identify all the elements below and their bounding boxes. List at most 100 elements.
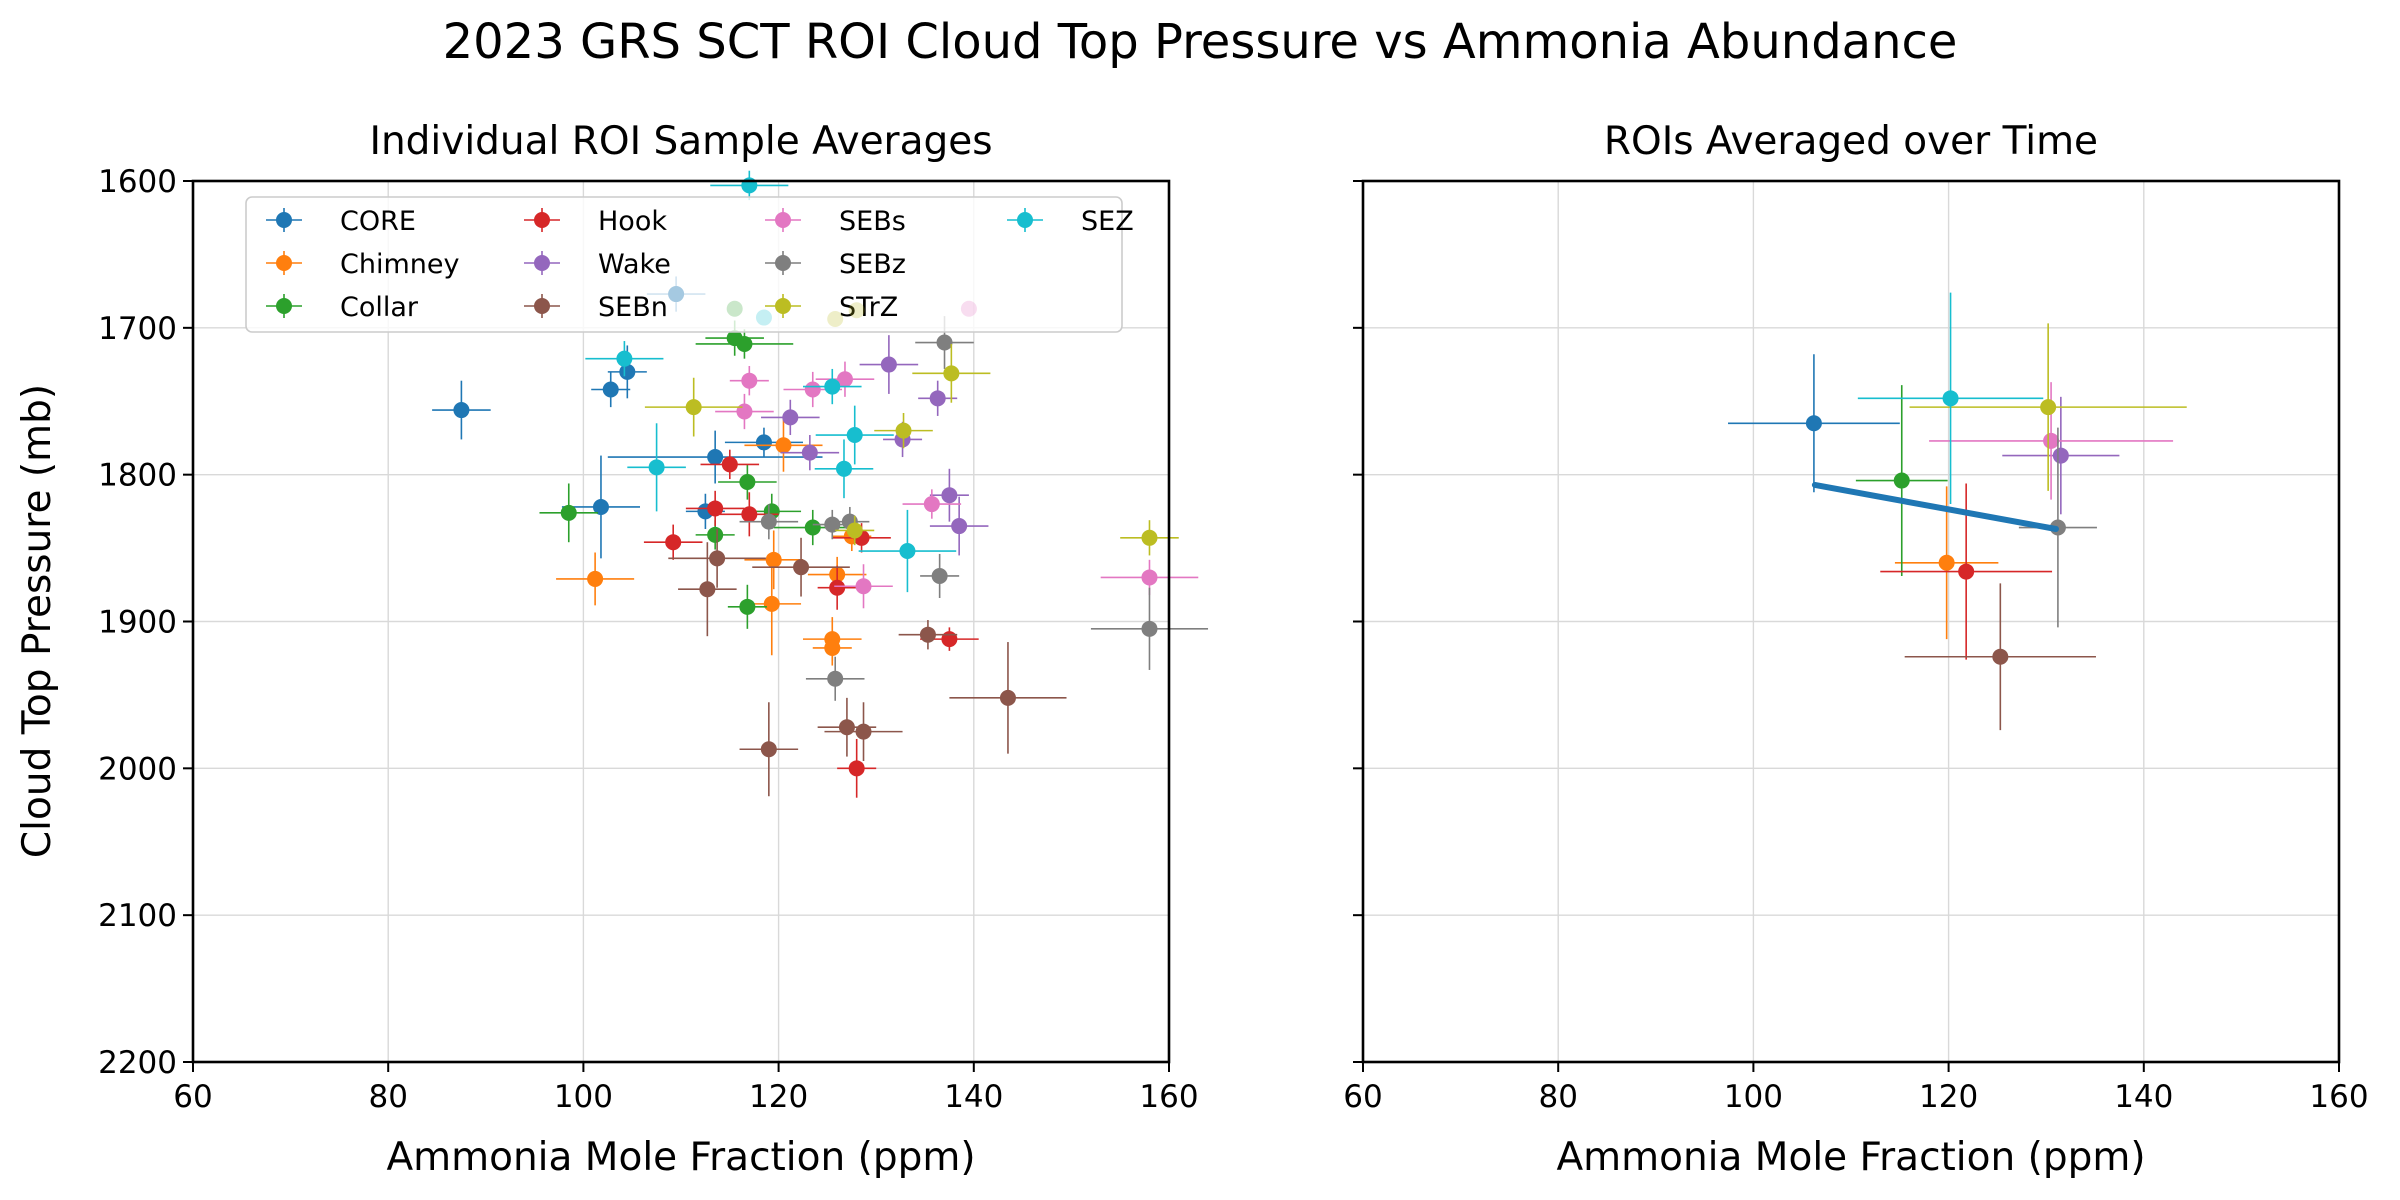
marker <box>707 500 724 517</box>
data-point-collar <box>727 584 767 629</box>
data-point-chimney <box>556 552 635 606</box>
left-axis-ticks: 60 80 100 120 140 160 1600 1700 1800 1900 2000 2100… <box>98 164 1198 1115</box>
data-point-wake <box>929 468 969 522</box>
data-point-sebz <box>1090 587 1209 670</box>
marker <box>951 518 968 535</box>
marker <box>685 399 702 416</box>
left-x-axis-label: Ammonia Mole Fraction (ppm) <box>386 1135 975 1180</box>
marker <box>923 496 940 513</box>
right-plot-area <box>1728 292 2187 731</box>
right-x-tick-label: 120 <box>1919 1079 1978 1115</box>
marker <box>1141 569 1158 586</box>
data-point-core <box>432 380 491 440</box>
left-x-tick-label: 80 <box>368 1079 407 1115</box>
marker <box>721 456 738 473</box>
marker <box>765 551 782 568</box>
legend-marker <box>534 212 550 228</box>
legend-faded-point <box>726 300 743 317</box>
marker <box>838 719 855 736</box>
legend-marker <box>775 298 791 314</box>
data-point-chimney <box>812 630 852 666</box>
data-point-sebz <box>920 553 960 599</box>
data-point-sebs <box>1929 382 2174 500</box>
data-point-chimney <box>744 530 803 590</box>
marker <box>855 578 872 595</box>
marker <box>741 506 758 523</box>
data-point-collar <box>1855 385 1948 576</box>
marker <box>846 427 863 444</box>
data-point-wake <box>780 435 840 471</box>
legend-item-sebs: SEBs <box>765 206 906 237</box>
marker <box>1893 472 1910 489</box>
data-point-hook <box>817 565 857 610</box>
left-y-tick-label: 1600 <box>98 164 177 200</box>
legend-item-chimney: Chimney <box>266 249 459 280</box>
data-point-core <box>1728 354 1900 493</box>
data-point-sez <box>803 368 862 405</box>
marker <box>782 409 799 426</box>
marker <box>1141 620 1158 637</box>
data-point-hook <box>837 738 877 798</box>
marker <box>2040 399 2057 416</box>
left-y-tick-label: 2200 <box>98 1045 177 1081</box>
left-plot-area <box>432 170 1209 798</box>
data-point-collar <box>695 329 794 359</box>
left-y-tick-label: 1900 <box>98 605 177 641</box>
left-y-tick-label: 1700 <box>98 311 177 347</box>
right-x-tick-label: 100 <box>1724 1079 1783 1115</box>
right-x-tick-label: 60 <box>1343 1079 1382 1115</box>
marker <box>836 371 853 388</box>
marker <box>919 626 936 643</box>
marker <box>741 372 758 389</box>
legend-faded-point <box>668 286 685 303</box>
legend-item-strz: STrZ <box>765 292 898 323</box>
right-x-tick-label: 160 <box>2309 1079 2368 1115</box>
legend-label: Collar <box>340 292 419 323</box>
legend-marker <box>534 298 550 314</box>
legend-label: CORE <box>340 206 416 237</box>
data-point-hook <box>700 449 760 480</box>
trend-line <box>1811 481 2059 532</box>
legend-item-hook: Hook <box>524 206 667 237</box>
legend-label: Wake <box>598 249 671 280</box>
right-panel-title: ROIs Averaged over Time <box>1604 119 2098 164</box>
marker <box>648 459 665 476</box>
legend-marker <box>775 212 791 228</box>
data-point-sez <box>858 509 957 593</box>
legend-label: SEBz <box>839 249 906 280</box>
marker <box>801 444 818 461</box>
right-axis-ticks: 60 80 100 120 140 160 <box>1343 180 2369 1115</box>
legend-item-sebz: SEBz <box>765 249 906 280</box>
data-point-strz <box>644 377 743 437</box>
legend-faded-point <box>848 302 865 319</box>
marker <box>1958 563 1975 580</box>
marker <box>665 534 682 551</box>
marker <box>755 434 772 451</box>
marker <box>895 422 912 439</box>
left-y-tick-label: 2100 <box>98 898 177 934</box>
marker <box>941 487 958 504</box>
legend-label: SEZ <box>1081 206 1134 237</box>
marker <box>619 363 636 380</box>
right-x-axis-label: Ammonia Mole Fraction (ppm) <box>1556 1135 2145 1180</box>
data-point-sebn <box>678 542 737 637</box>
marker <box>736 403 753 420</box>
left-x-tick-label: 100 <box>554 1079 613 1115</box>
data-point-wake <box>2002 396 2120 515</box>
left-x-tick-label: 160 <box>1139 1079 1198 1115</box>
marker <box>1942 390 1959 407</box>
marker <box>560 504 577 521</box>
right-x-tick-label: 80 <box>1538 1079 1577 1115</box>
marker <box>824 516 841 533</box>
legend-marker <box>775 255 791 271</box>
marker <box>2043 432 2060 449</box>
legend-marker <box>276 255 292 271</box>
marker <box>848 760 865 777</box>
data-point-sebn <box>739 702 799 797</box>
data-point-sez <box>814 439 874 499</box>
marker <box>1938 554 1955 571</box>
data-point-sebs <box>729 366 769 396</box>
marker <box>739 474 756 491</box>
data-point-wake <box>761 399 820 436</box>
left-panel: 60 80 100 120 140 160 1600 1700 1800 1900 2000 2100… <box>15 119 1209 1180</box>
